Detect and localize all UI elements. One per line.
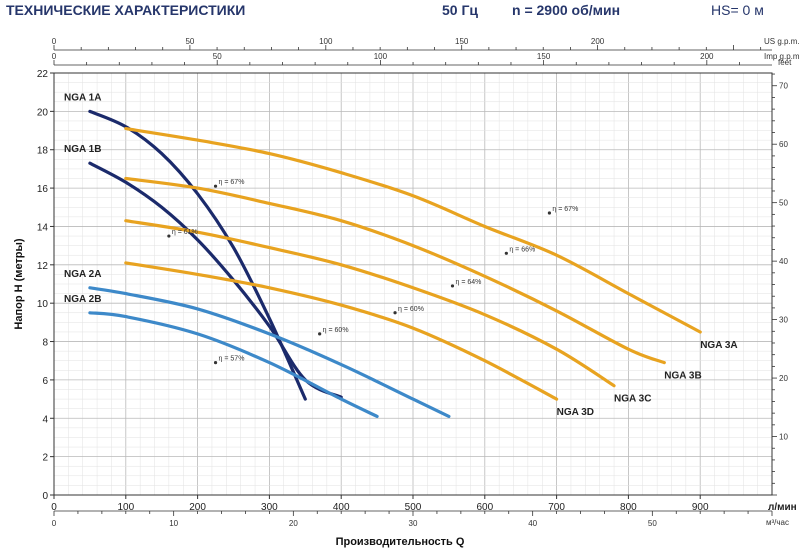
x-tick-label: 100 — [117, 502, 134, 513]
curve-nga-3b — [124, 176, 666, 365]
feet-tick-label: 50 — [779, 199, 788, 208]
us-tick-label: 0 — [52, 37, 57, 46]
label-nga-1b: NGA 1B — [64, 144, 101, 155]
grid — [53, 72, 773, 496]
feet-tick-label: 20 — [779, 374, 788, 383]
y-tick-label: 4 — [42, 414, 48, 425]
efficiency-label: η = 60% — [398, 306, 424, 313]
us-tick-label: 150 — [455, 37, 469, 46]
y-tick-label: 2 — [42, 453, 48, 464]
label-nga-2b: NGA 2B — [64, 294, 101, 305]
efficiency-dot — [504, 251, 508, 255]
x-tick-label: 0 — [51, 502, 57, 513]
label-nga-3a: NGA 3A — [700, 340, 737, 351]
x-unit-label: л/мин — [768, 502, 797, 513]
feet-tick-label: 10 — [779, 433, 788, 442]
x-tick-label: 300 — [261, 502, 278, 513]
curve-nga-2a — [88, 286, 451, 418]
imp-tick-label: 200 — [700, 52, 714, 61]
imp-tick-label: 100 — [374, 52, 388, 61]
y-tick-label: 12 — [37, 261, 49, 272]
y-tick-label: 18 — [37, 146, 49, 157]
y-tick-label: 16 — [37, 184, 49, 195]
efficiency-dot — [213, 361, 218, 365]
m3h-tick-label: 40 — [528, 519, 537, 528]
feet-tick-label: 30 — [779, 316, 788, 325]
page-title: ТЕХНИЧЕСКИЕ ХАРАКТЕРИСТИКИ — [6, 2, 246, 18]
x-tick-label: 800 — [620, 502, 637, 513]
m3h-tick-label: 0 — [52, 519, 57, 528]
feet-tick-label: 60 — [779, 140, 788, 149]
x-tick-label: 400 — [333, 502, 350, 513]
label-nga-2a: NGA 2A — [64, 269, 101, 280]
efficiency-dot — [547, 211, 552, 215]
m3h-unit-label: м³/час — [766, 518, 789, 527]
speed-label: n = 2900 об/мин — [512, 2, 621, 18]
x-tick-label: 700 — [548, 502, 565, 513]
us-tick-label: 100 — [319, 37, 333, 46]
y-tick-label: 0 — [42, 491, 48, 502]
curve-nga-1b — [88, 161, 343, 399]
labels: NGA 1A NGA 1B NGA 2A NGA 2B NGA 3A NGA 3B NGA … — [64, 92, 738, 418]
feet-tick-label: 40 — [779, 257, 788, 266]
efficiency-label: η = 60% — [323, 327, 349, 334]
feet-tick-label: 70 — [779, 82, 788, 91]
efficiency-label: η = 66% — [509, 246, 535, 253]
y-tick-label: 10 — [37, 299, 49, 310]
us-unit-label: US g.p.m. — [764, 37, 800, 46]
label-nga-3b: NGA 3B — [664, 371, 701, 382]
frequency-label: 50 Гц — [442, 2, 479, 18]
y-tick-label: 20 — [37, 107, 49, 118]
efficiency-dot — [213, 184, 218, 188]
imp-tick-label: 0 — [52, 52, 57, 61]
curves — [88, 109, 702, 418]
y-tick-label: 14 — [37, 222, 49, 233]
efficiency-label: η = 67% — [219, 179, 245, 186]
y-tick-label: 6 — [42, 376, 48, 387]
efficiency-dot — [393, 311, 397, 315]
x-tick-label: 500 — [405, 502, 422, 513]
efficiency-label: η = 61% — [172, 229, 198, 236]
m3h-tick-label: 30 — [409, 519, 418, 528]
curve-nga-3d — [124, 261, 559, 401]
y-tick-label: 8 — [42, 338, 48, 349]
efficiency-label: η = 64% — [455, 279, 481, 286]
label-nga-1a: NGA 1A — [64, 92, 101, 103]
x-tick-label: 900 — [692, 502, 709, 513]
curve-nga-2b — [88, 311, 379, 418]
curve-nga-1a — [88, 109, 307, 401]
label-nga-3c: NGA 3C — [614, 394, 651, 405]
efficiency-label: η = 67% — [552, 206, 578, 213]
m3h-tick-label: 20 — [289, 519, 298, 528]
m3h-tick-label: 50 — [648, 519, 657, 528]
us-tick-label: 200 — [591, 37, 605, 46]
x-tick-label: 200 — [189, 502, 206, 513]
imp-tick-label: 150 — [537, 52, 551, 61]
efficiency-dot — [450, 284, 455, 288]
feet-unit-label: feet — [778, 58, 792, 67]
label-nga-3d: NGA 3D — [557, 407, 594, 418]
curve-nga-3a — [124, 127, 702, 334]
curve-nga-3c — [124, 219, 616, 388]
us-tick-label: 50 — [185, 37, 194, 46]
y-tick-label: 22 — [37, 69, 49, 80]
efficiency-dot — [318, 332, 322, 336]
x-tick-label: 600 — [476, 502, 493, 513]
efficiency-label: η = 57% — [219, 356, 245, 363]
hs-label: HS= 0 м — [711, 2, 764, 18]
x-axis-title: Производительность Q — [336, 536, 465, 548]
efficiency-dot — [167, 234, 171, 238]
imp-unit-label: Imp g.p.m. — [764, 52, 800, 61]
m3h-tick-label: 10 — [169, 519, 178, 528]
y-axis-title: Напор H (метры) — [13, 238, 25, 329]
imp-tick-label: 50 — [213, 52, 222, 61]
